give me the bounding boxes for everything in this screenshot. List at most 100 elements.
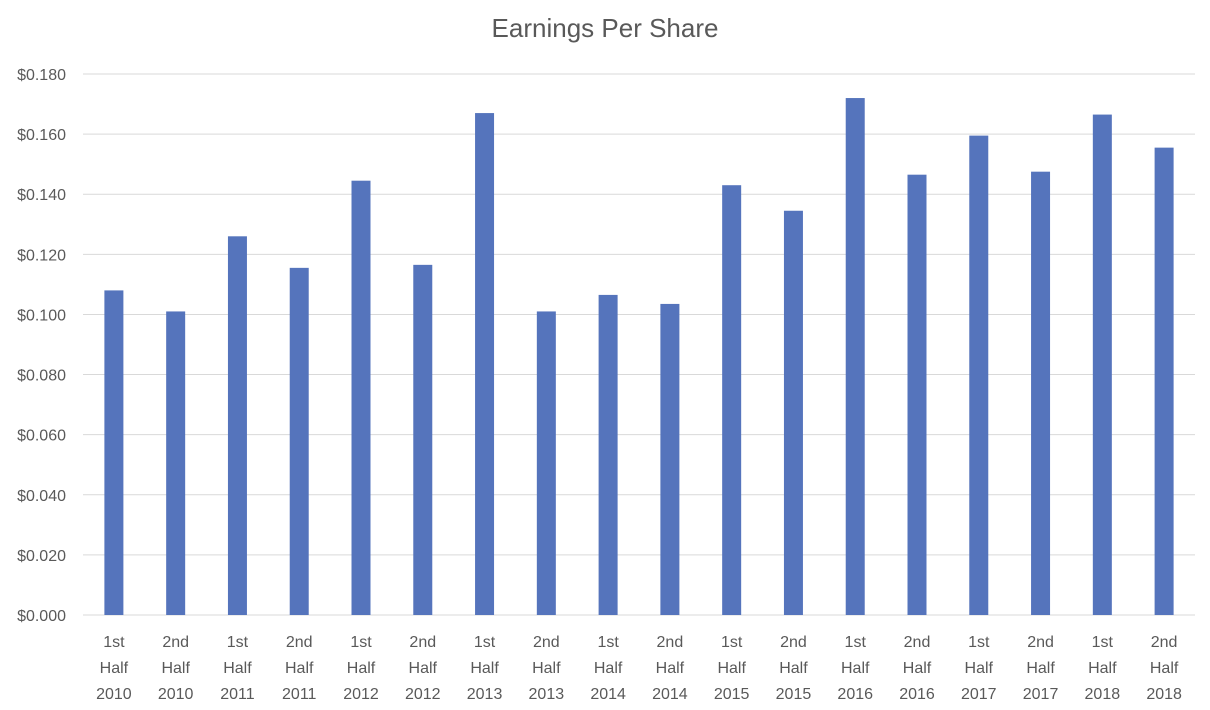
x-tick-label: 1st Half 2016 — [837, 634, 873, 703]
bar — [475, 113, 495, 616]
y-tick-label: $0.160 — [17, 127, 66, 144]
x-tick-label-line: Half — [841, 660, 870, 677]
x-tick-label-line: 2011 — [282, 686, 317, 703]
x-tick-label-line: Half — [594, 660, 623, 677]
x-tick-label-line: Half — [1088, 660, 1117, 677]
x-tick-label-line: Half — [223, 660, 252, 677]
x-tick-label-line: 1st — [103, 634, 125, 651]
x-tick-label: 1st Half 2012 — [343, 634, 379, 703]
x-tick-label-line: 2nd — [657, 634, 684, 651]
y-tick-label: $0.000 — [17, 608, 66, 625]
bar — [598, 294, 618, 615]
x-tick-label: 2nd Half 2015 — [776, 634, 812, 703]
x-tick-label-line: 2011 — [220, 686, 255, 703]
x-tick-label-line: 2nd — [409, 634, 436, 651]
y-axis-ticks: $0.000 $0.020 $0.040 $0.060 $0.080 $0.100 $0.1… — [17, 67, 66, 625]
x-tick-label-line: 2013 — [467, 686, 503, 703]
x-tick-label-line: 1st — [721, 634, 743, 651]
x-tick-label-line: 1st — [1092, 634, 1114, 651]
bar — [660, 303, 680, 615]
x-tick-label-line: Half — [470, 660, 499, 677]
x-tick-label-line: 2015 — [714, 686, 750, 703]
x-tick-label-line: 1st — [845, 634, 867, 651]
y-tick-label: $0.080 — [17, 368, 66, 385]
x-tick-label-line: 2018 — [1146, 686, 1182, 703]
x-tick-label-line: 2nd — [1151, 634, 1178, 651]
x-tick-label: 1st Half 2014 — [590, 634, 626, 703]
y-tick-label: $0.140 — [17, 187, 66, 204]
x-tick-label: 1st Half 2010 — [96, 634, 132, 703]
x-tick-label-line: Half — [717, 660, 746, 677]
x-tick-label-line: 2017 — [1023, 686, 1059, 703]
bar — [722, 185, 742, 615]
bar — [166, 311, 186, 615]
x-tick-label-line: Half — [285, 660, 314, 677]
x-tick-label-line: 2010 — [158, 686, 194, 703]
x-tick-label-line: Half — [965, 660, 994, 677]
x-tick-label: 1st Half 2011 — [220, 634, 255, 703]
x-tick-label: 2nd Half 2010 — [158, 634, 194, 703]
x-tick-label-line: 1st — [350, 634, 372, 651]
x-tick-label: 2nd Half 2011 — [282, 634, 317, 703]
bar — [845, 98, 865, 616]
x-tick-label-line: 2nd — [904, 634, 931, 651]
bar — [1031, 171, 1051, 616]
x-tick-label-line: 2016 — [899, 686, 935, 703]
x-tick-label-line: 2018 — [1085, 686, 1121, 703]
x-tick-label-line: 2017 — [961, 686, 997, 703]
x-tick-label-line: Half — [161, 660, 190, 677]
bar — [907, 174, 927, 616]
x-tick-label-line: 2012 — [343, 686, 379, 703]
x-tick-label-line: 1st — [597, 634, 619, 651]
x-tick-label-line: 1st — [474, 634, 496, 651]
bar — [1092, 114, 1112, 615]
x-tick-label-line: 2015 — [776, 686, 812, 703]
x-tick-label-line: 2nd — [533, 634, 560, 651]
x-tick-label-line: 2010 — [96, 686, 132, 703]
x-tick-label-line: 2nd — [162, 634, 189, 651]
x-tick-label: 2nd Half 2014 — [652, 634, 688, 703]
x-tick-label: 2nd Half 2018 — [1146, 634, 1182, 703]
x-tick-label-line: Half — [409, 660, 438, 677]
x-tick-label-line: Half — [532, 660, 561, 677]
x-tick-label: 2nd Half 2013 — [529, 634, 565, 703]
y-tick-label: $0.040 — [17, 488, 66, 505]
y-tick-label: $0.020 — [17, 548, 66, 565]
x-tick-label-line: Half — [347, 660, 376, 677]
x-tick-label: 1st Half 2017 — [961, 634, 997, 703]
x-tick-label-line: Half — [1150, 660, 1179, 677]
bar — [227, 236, 247, 616]
x-tick-label: 1st Half 2018 — [1085, 634, 1121, 703]
x-tick-label-line: 1st — [227, 634, 249, 651]
x-tick-label: 2nd Half 2016 — [899, 634, 935, 703]
y-tick-label: $0.120 — [17, 247, 66, 264]
bar — [289, 267, 309, 615]
gridlines — [83, 73, 1195, 616]
x-tick-label-line: 2014 — [652, 686, 688, 703]
x-tick-label: 2nd Half 2017 — [1023, 634, 1059, 703]
x-tick-label-line: 2013 — [529, 686, 565, 703]
x-tick-label: 1st Half 2013 — [467, 634, 503, 703]
x-tick-label-line: Half — [1026, 660, 1055, 677]
x-tick-label-line: Half — [779, 660, 808, 677]
x-tick-label-line: Half — [903, 660, 932, 677]
bar — [413, 264, 433, 615]
bar — [783, 210, 803, 615]
x-tick-label-line: Half — [100, 660, 129, 677]
x-tick-label: 2nd Half 2012 — [405, 634, 441, 703]
bars — [104, 98, 1174, 616]
x-tick-label-line: 2nd — [780, 634, 807, 651]
x-tick-label-line: Half — [656, 660, 685, 677]
x-tick-label-line: 2016 — [837, 686, 873, 703]
bar — [1154, 147, 1174, 615]
y-tick-label: $0.100 — [17, 307, 66, 324]
x-tick-label-line: 2014 — [590, 686, 626, 703]
bar — [104, 290, 124, 615]
x-tick-label-line: 2nd — [286, 634, 313, 651]
x-tick-label-line: 2nd — [1027, 634, 1054, 651]
x-axis-ticks: 1st Half 2010 2nd Half 2010 1st Half 2011 2nd Half… — [96, 634, 1182, 703]
y-tick-label: $0.060 — [17, 428, 66, 445]
chart-title: Earnings Per Share — [492, 13, 719, 43]
bar — [351, 180, 371, 616]
